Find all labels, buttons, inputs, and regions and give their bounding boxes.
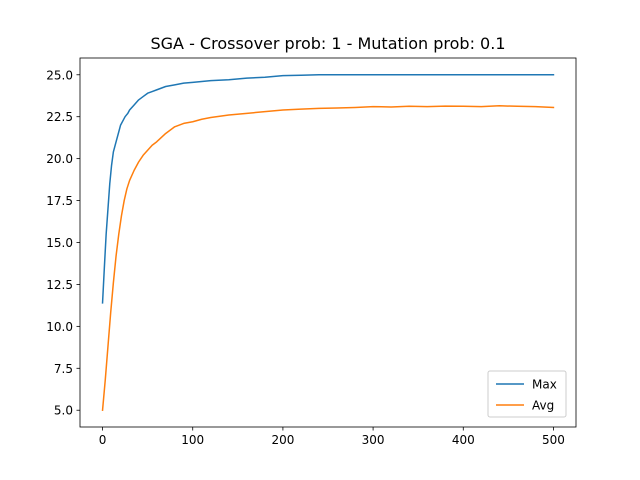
- y-tick-label: 25.0: [46, 68, 73, 82]
- y-tick-label: 17.5: [46, 194, 73, 208]
- y-tick-label: 7.5: [54, 362, 73, 376]
- x-tick-label: 400: [452, 433, 475, 447]
- x-tick-label: 200: [271, 433, 294, 447]
- x-tick-label: 500: [542, 433, 565, 447]
- y-tick-label: 10.0: [46, 320, 73, 334]
- legend-label-avg: Avg: [532, 399, 554, 413]
- y-tick-label: 12.5: [46, 278, 73, 292]
- y-tick-label: 15.0: [46, 236, 73, 250]
- y-tick-label: 22.5: [46, 110, 73, 124]
- x-tick-label: 0: [99, 433, 107, 447]
- y-tick-label: 20.0: [46, 152, 73, 166]
- y-tick-label: 5.0: [54, 404, 73, 418]
- series-line-avg: [101, 105, 555, 412]
- legend-label-max: Max: [532, 378, 557, 392]
- x-tick-label: 300: [362, 433, 385, 447]
- series-line-max: [101, 74, 555, 304]
- legend: Max Avg: [487, 370, 567, 418]
- x-tick-label: 100: [181, 433, 204, 447]
- chart-title: SGA - Crossover prob: 1 - Mutation prob:…: [150, 34, 505, 53]
- plot-area: 0 100 200 300 400 500 5.0 7.5 10.0 12.5 15.0 17.5 20…: [46, 57, 577, 447]
